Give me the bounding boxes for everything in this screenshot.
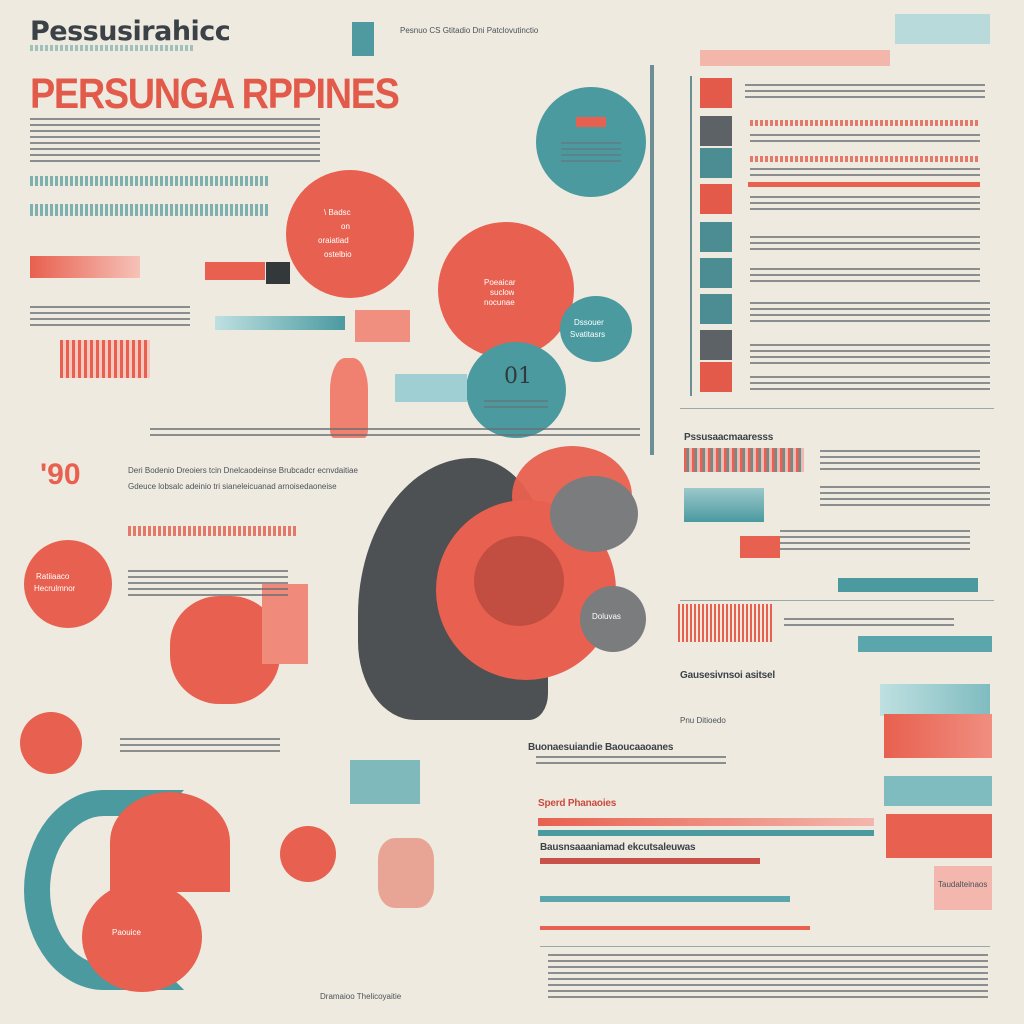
left-dark-square xyxy=(266,262,290,284)
bottom-figure xyxy=(378,838,434,908)
left-lower-text xyxy=(128,570,288,600)
right-section-1-text-2 xyxy=(820,486,990,506)
right-red-chip xyxy=(740,536,780,558)
top-teal-block xyxy=(352,22,374,56)
left-bar-chart xyxy=(60,340,150,378)
right-text-9 xyxy=(750,376,990,390)
left-red-arrow-2 xyxy=(205,262,265,280)
left-row-label-1: Deri Bodenio Dreoiers tcin Dnelcaodeinse… xyxy=(128,466,358,475)
right-red-bar-3 xyxy=(540,926,810,930)
top-right-pink-bar xyxy=(700,50,890,66)
right-icon-1 xyxy=(700,78,732,108)
bottom-teal-tag xyxy=(350,760,420,804)
right-red-banner-1 xyxy=(884,714,992,758)
intro-text-block xyxy=(30,118,320,162)
teal-arrow-left xyxy=(395,374,467,402)
left-red-figure xyxy=(330,358,368,438)
header-subline xyxy=(30,45,195,51)
big-number: '90 xyxy=(40,458,81,491)
bottom-red-circle: Paouice xyxy=(82,882,202,992)
header-title-small: Pessusirahicc xyxy=(30,16,231,47)
center-vertical-rule xyxy=(650,65,654,455)
left-row-label-2: Gdeuce lobsalc adeinio tri sianeleicuana… xyxy=(128,482,337,491)
left-teal-pencil xyxy=(215,316,345,330)
bottom-caption: Dramaioo Thelicoyaitie xyxy=(320,992,402,1001)
bottom-red-arc xyxy=(110,792,230,892)
right-text-4 xyxy=(750,196,980,212)
right-section-2: Gausesivnsoi asitsel xyxy=(680,670,775,681)
right-icon-7 xyxy=(700,294,732,324)
right-red-bar-1 xyxy=(538,818,874,826)
right-icon-6 xyxy=(700,258,732,288)
right-section-2-text xyxy=(784,618,954,630)
right-teal-bar-1 xyxy=(538,830,874,836)
right-icon-3 xyxy=(700,148,732,178)
bottom-red-dot-2 xyxy=(280,826,336,882)
right-text-8 xyxy=(750,344,990,366)
right-teal-banner-3 xyxy=(884,776,992,806)
right-divider-2 xyxy=(680,600,994,601)
left-red-bar xyxy=(128,526,298,536)
bottom-left-red-dot xyxy=(20,712,82,774)
right-section-1-text-3 xyxy=(780,530,970,550)
top-caption: Pesnuo CS Gtitadio Dni Patclovutinctio xyxy=(400,26,539,35)
right-red-grid xyxy=(678,604,774,642)
right-text-1 xyxy=(745,84,985,102)
right-red-line-2 xyxy=(750,156,980,162)
right-section-4: Buonaesuiandie Baoucaaoanes xyxy=(528,742,674,753)
right-section-5: Sperd Phanaoies xyxy=(538,798,617,809)
red-circle-1: \ Badsc on oraiatiad ostelbio xyxy=(286,170,414,298)
right-text-2 xyxy=(750,134,980,146)
left-red-blob xyxy=(170,596,280,704)
right-text-5 xyxy=(750,236,980,254)
header-title-big: PERSUNGA RPPINES xyxy=(30,70,399,118)
left-red-circle: Ratiiaaco Hecrulmnor xyxy=(24,540,112,628)
right-red-line-1 xyxy=(750,120,980,126)
right-text-3 xyxy=(750,168,980,176)
bottom-left-text xyxy=(120,738,280,754)
right-teal-bar-2 xyxy=(540,896,790,902)
right-teal-wave xyxy=(880,684,990,716)
right-text-7 xyxy=(750,302,990,326)
right-section-1: Pssusaacmaaresss xyxy=(684,432,774,443)
left-red-pencil xyxy=(355,310,410,342)
top-right-teal-block xyxy=(895,14,990,44)
head-grey-small: Doluvas xyxy=(580,586,646,652)
right-icon-9 xyxy=(700,362,732,392)
teal-circle-small: Dssouer Svatitasrs xyxy=(560,296,632,362)
bottom-text-block xyxy=(548,954,988,998)
right-bar-chart xyxy=(684,448,804,472)
red-circle-2: Poeaicar suclow nocunae xyxy=(438,222,574,358)
right-text-6 xyxy=(750,268,980,286)
right-red-bar-2 xyxy=(540,858,760,864)
right-icon-4 xyxy=(700,184,732,214)
bottom-divider xyxy=(540,946,990,947)
right-red-banner-2 xyxy=(886,814,992,858)
right-icon-8 xyxy=(700,330,732,360)
left-red-arrow xyxy=(30,256,140,278)
mid-text-line xyxy=(150,428,640,436)
head-grey-circle xyxy=(550,476,638,552)
right-section-6: Bausnsaaaniamad ekcutsaleuwas xyxy=(540,842,696,853)
right-icon-5 xyxy=(700,222,732,252)
right-teal-area xyxy=(684,488,764,522)
right-icon-2 xyxy=(700,116,732,146)
right-section-1-text xyxy=(820,450,980,470)
right-pink-card: Taudalteinaos xyxy=(934,866,992,910)
intro-teal-bar-2 xyxy=(30,204,270,216)
right-section-4-text xyxy=(536,756,726,768)
right-vertical-rule xyxy=(690,76,692,396)
right-teal-banner xyxy=(838,578,978,592)
right-divider-1 xyxy=(680,408,994,409)
right-teal-banner-2 xyxy=(858,636,992,652)
left-text-block xyxy=(30,306,190,326)
right-red-rule xyxy=(748,182,980,187)
right-section-3: Pnu Ditioedo xyxy=(680,716,726,725)
teal-circle-number: 01 xyxy=(466,342,566,438)
intro-teal-bar-1 xyxy=(30,176,270,186)
teal-circle-top xyxy=(536,87,646,197)
